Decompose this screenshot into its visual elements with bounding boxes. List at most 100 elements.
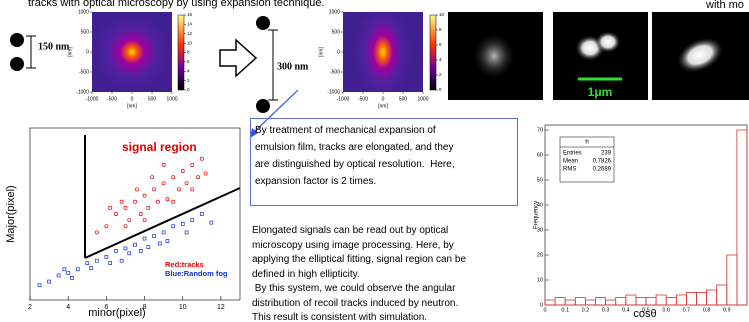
point — [196, 175, 200, 180]
y-tick-label: 20 — [537, 252, 543, 258]
bar — [655, 294, 667, 306]
colorbar-label: 14 — [187, 22, 193, 27]
header-title: tracks with optical microscopy by using … — [28, 0, 325, 9]
bar — [564, 299, 576, 306]
point — [108, 261, 113, 265]
point — [85, 261, 90, 265]
colorbar-label: 8 — [439, 27, 442, 32]
point — [62, 267, 67, 272]
stats-box — [559, 136, 615, 183]
x-tick-label: 0.5 — [642, 307, 650, 313]
x-tick-label: 2 — [28, 304, 32, 311]
point — [190, 218, 195, 222]
distance-label: 300 nm — [277, 61, 309, 72]
point — [209, 220, 214, 225]
point — [75, 267, 80, 272]
scale-label: 1μm — [588, 85, 613, 99]
text-box: By treatment of mechanical expansion of e… — [250, 118, 518, 206]
bar — [736, 129, 748, 306]
point — [165, 239, 170, 243]
point — [180, 169, 185, 173]
point — [190, 162, 195, 167]
colorbar-label: 2 — [187, 78, 190, 83]
text-line: expansion factor is 2 times. — [255, 176, 377, 187]
text-line: applying the elliptical fitting, signal … — [252, 254, 467, 265]
y-axis-label: [nm] — [67, 47, 73, 57]
text-line: distribution of recoil tracks induced by… — [252, 297, 459, 309]
stats-value: 0.2689 — [593, 167, 612, 173]
y-tick-label: 10 — [537, 277, 543, 283]
x-tick-label: 0.2 — [582, 307, 590, 313]
x-tick-label: 0.3 — [602, 307, 610, 313]
x-axis-label: minor(pixel) — [88, 307, 145, 319]
bar — [544, 299, 556, 306]
bar — [554, 297, 566, 306]
point — [37, 283, 42, 288]
point — [157, 241, 162, 246]
point — [108, 205, 113, 210]
point — [138, 212, 143, 216]
colorbar-label: 8 — [187, 50, 190, 55]
y-tick-label: 500 — [81, 29, 90, 35]
colorbar-label: 10 — [439, 12, 445, 17]
blob — [472, 32, 516, 80]
point — [104, 255, 109, 259]
bar — [585, 299, 596, 306]
point — [199, 212, 204, 216]
point — [146, 245, 151, 250]
x-tick-label: 0 — [131, 96, 134, 102]
bar — [696, 292, 708, 306]
point — [89, 266, 93, 270]
point — [133, 242, 137, 247]
x-tick-label: 0.6 — [662, 307, 670, 313]
point — [142, 218, 147, 223]
y-axis-label: Frequency — [534, 201, 540, 229]
bar — [605, 299, 617, 306]
stats-value: 0.7826 — [593, 159, 612, 165]
point — [123, 246, 128, 251]
point — [123, 224, 128, 229]
y-axis-label: [nm] — [318, 47, 324, 57]
x-tick-label: 500 — [399, 96, 408, 102]
point — [104, 224, 109, 229]
text-line: This result is consistent with simulatio… — [252, 312, 428, 322]
point — [176, 187, 181, 192]
particle — [10, 57, 24, 71]
colorbar-label: 16 — [187, 12, 193, 17]
point — [47, 279, 51, 284]
arrow — [219, 38, 258, 78]
point — [94, 258, 99, 263]
y-tick-label: 0 — [337, 49, 340, 55]
point — [171, 199, 176, 204]
colorbar-label: 10 — [187, 40, 193, 45]
colorbar-label: 0 — [439, 87, 442, 92]
point — [180, 221, 185, 226]
x-tick-label: 10 — [179, 304, 187, 311]
x-tick-label: 500 — [148, 96, 157, 102]
bar — [706, 289, 718, 306]
colorbar-label: 0 — [187, 87, 190, 92]
point — [127, 218, 132, 223]
point — [152, 234, 156, 238]
text-line: By treatment of mechanical expansion of — [255, 125, 436, 136]
y-tick-label: 1000 — [78, 9, 89, 15]
y-tick-label: 40 — [537, 202, 543, 208]
colorbar-label: 4 — [187, 68, 190, 73]
y-tick-label: 70 — [537, 127, 543, 133]
header-right: with mo — [705, 0, 744, 11]
legend-entry: Blue:Random fog — [165, 269, 228, 278]
x-tick-label: -1000 — [86, 96, 99, 102]
point — [199, 156, 204, 161]
point — [70, 276, 74, 280]
point — [190, 187, 195, 192]
stats-value: 239 — [601, 151, 612, 157]
y-tick-label: 0 — [86, 49, 89, 55]
point — [114, 249, 118, 253]
paragraph: Elongated signals can be read out by opt… — [252, 224, 466, 322]
x-tick-label: 1000 — [417, 96, 428, 102]
callout-line — [251, 89, 299, 135]
y-tick-label: 1000 — [329, 9, 340, 15]
x-axis-label: cosθ — [633, 308, 656, 320]
y-tick-label: -500 — [79, 69, 89, 75]
